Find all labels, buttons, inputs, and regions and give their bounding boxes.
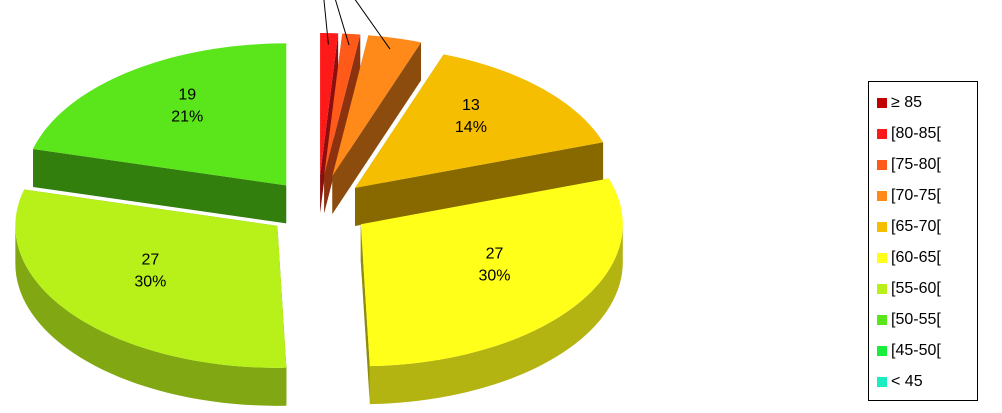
legend-item: [65-70[ bbox=[877, 211, 977, 242]
pie-slice-wall bbox=[320, 33, 339, 214]
legend-swatch bbox=[877, 283, 887, 294]
legend-label: [55-60[ bbox=[891, 279, 941, 297]
pie-slice-rim bbox=[369, 224, 623, 405]
pie-slice-top bbox=[320, 33, 339, 176]
legend-swatch bbox=[877, 314, 887, 325]
data-label-percent: 14% bbox=[455, 119, 487, 136]
data-label-count: 13 bbox=[462, 97, 480, 114]
pie-slices bbox=[15, 33, 623, 406]
pie-slice-wall bbox=[332, 42, 422, 214]
legend-label: [75-80[ bbox=[891, 155, 941, 173]
legend-label: [70-75[ bbox=[891, 186, 941, 204]
legend-label: [45-50[ bbox=[891, 341, 941, 359]
legend: ≥ 85 [80-85[ [75-80[ [70-75[ [65-70[ [60-65[ [… bbox=[868, 81, 978, 401]
legend-item: [70-75[ bbox=[877, 180, 977, 211]
legend-item: < 45 bbox=[877, 366, 977, 397]
pie-slice-rim bbox=[15, 225, 287, 406]
legend-swatch bbox=[877, 128, 887, 139]
legend-swatch bbox=[877, 376, 887, 387]
leader-line bbox=[334, 0, 350, 46]
legend-swatch bbox=[877, 190, 887, 201]
pie-slice-wall bbox=[33, 148, 287, 224]
pie-slice-8 bbox=[33, 43, 287, 224]
pie-slice-2 bbox=[320, 33, 339, 214]
leader-line bbox=[354, 0, 391, 50]
pie-slice-top bbox=[324, 33, 361, 176]
legend-item: [80-85[ bbox=[877, 118, 977, 149]
pie-slice-wall bbox=[360, 224, 370, 405]
legend-item: [50-55[ bbox=[877, 304, 977, 335]
pie-slice-wall bbox=[355, 142, 604, 226]
pie-slice-top bbox=[15, 189, 287, 368]
pie-slice-7 bbox=[15, 189, 287, 406]
pie-slice-wall bbox=[324, 34, 361, 214]
data-label-percent: 30% bbox=[478, 267, 510, 284]
data-label-count: 27 bbox=[486, 245, 504, 262]
pie-slice-4 bbox=[332, 35, 422, 214]
legend-label: ≥ 85 bbox=[891, 93, 923, 111]
pie-slice-top bbox=[355, 54, 604, 188]
legend-item: [60-65[ bbox=[877, 242, 977, 273]
legend-label: [50-55[ bbox=[891, 310, 941, 328]
data-label-percent: 30% bbox=[134, 274, 166, 291]
pie-slice-6 bbox=[360, 178, 623, 405]
leader-line bbox=[323, 0, 329, 45]
legend-item: ≥ 85 bbox=[877, 87, 977, 118]
pie-slice-top bbox=[33, 43, 287, 186]
legend-swatch bbox=[877, 159, 887, 170]
data-label-count: 27 bbox=[141, 252, 159, 269]
legend-swatch bbox=[877, 97, 887, 108]
legend-item: [55-60[ bbox=[877, 273, 977, 304]
legend-label: [60-65[ bbox=[891, 248, 941, 266]
leader-lines bbox=[323, 0, 391, 50]
legend-item: [75-80[ bbox=[877, 149, 977, 180]
legend-label: [80-85[ bbox=[891, 124, 941, 142]
legend-swatch bbox=[877, 252, 887, 263]
pie-slice-top bbox=[332, 35, 422, 176]
pie-slice-top bbox=[360, 178, 623, 367]
pie-slice-3 bbox=[324, 33, 361, 214]
legend-label: < 45 bbox=[891, 372, 923, 390]
data-label-percent: 21% bbox=[171, 109, 203, 126]
pie-slice-5 bbox=[355, 54, 604, 226]
legend-label: [65-70[ bbox=[891, 217, 941, 235]
legend-swatch bbox=[877, 345, 887, 356]
data-label-count: 19 bbox=[178, 87, 196, 104]
legend-swatch bbox=[877, 221, 887, 232]
legend-item: [45-50[ bbox=[877, 335, 977, 366]
